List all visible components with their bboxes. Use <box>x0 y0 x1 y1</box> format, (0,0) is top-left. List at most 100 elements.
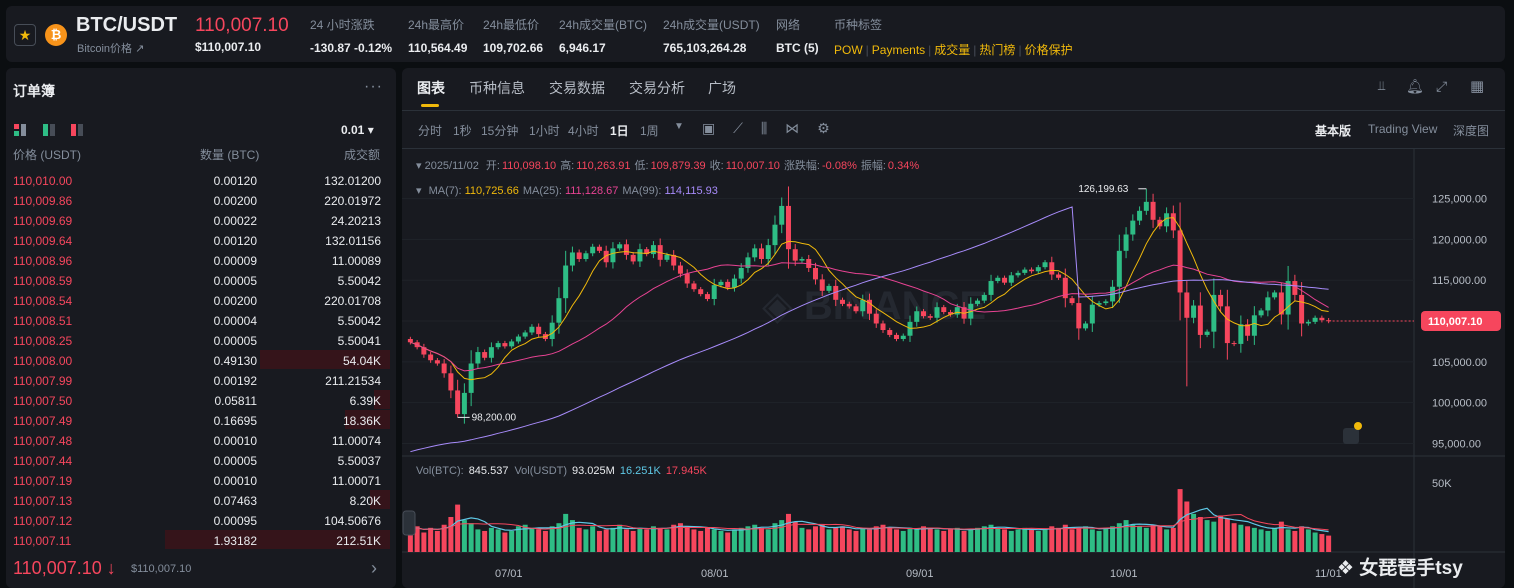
chart-panel: 图表 币种信息 交易数据 交易分析 广场 ⫫ 🔔︎ ⤢ ▦ 分时 1秒 15分钟 1小时 4小时… <box>402 68 1505 588</box>
tag-link[interactable]: 价格保护 <box>1024 43 1073 57</box>
price-chart[interactable]: 125,000.00120,000.00115,000.00110,000.00… <box>402 149 1505 588</box>
orderbook-row[interactable]: 110,010.00 0.00120 132.01200 <box>6 170 396 190</box>
orderbook-row[interactable]: 110,008.51 0.00004 5.50042 <box>6 310 396 330</box>
orderbook-row[interactable]: 110,007.12 0.00095 104.50676 <box>6 510 396 530</box>
candle-body <box>725 281 731 288</box>
tab-1[interactable]: 币种信息 <box>469 80 525 96</box>
volume-bar <box>515 526 521 552</box>
candle-body <box>1238 324 1244 344</box>
volume-bar <box>441 524 447 552</box>
volume-bar <box>846 529 852 552</box>
candle-icon[interactable]: ⫼ <box>760 120 768 136</box>
volume-bar <box>529 527 535 552</box>
candle-body <box>1184 292 1190 318</box>
orderbook-row[interactable]: 110,007.99 0.00192 211.21534 <box>6 370 396 390</box>
bell-icon[interactable]: 🔔︎ <box>1406 78 1424 94</box>
orderbook-row[interactable]: 110,007.48 0.00010 11.00074 <box>6 430 396 450</box>
depth-icon[interactable]: ⋈ <box>785 120 800 136</box>
tab-2[interactable]: 交易数据 <box>549 80 605 96</box>
chevron-right-icon[interactable]: › <box>371 558 377 578</box>
interval-1[interactable]: 1秒 <box>453 124 472 138</box>
ask-qty: 0.00010 <box>213 474 257 488</box>
candle-body <box>1319 317 1325 321</box>
volume-bar <box>758 527 764 552</box>
stat-0: 24 小时涨跌 -130.87 -0.12% <box>310 16 392 55</box>
orderbook-row[interactable]: 110,007.44 0.00005 5.50037 <box>6 450 396 470</box>
favorite-star-icon[interactable]: ★ <box>14 24 36 46</box>
orderbook-row[interactable]: 110,009.86 0.00200 220.01972 <box>6 190 396 210</box>
order-book: 订单簿 ··· 0.01 ▾ 价格 (USDT) 数量 (BTC) 成交额 11… <box>6 68 396 588</box>
view-0[interactable]: 基本版 <box>1315 124 1352 138</box>
current-price-text: 110,007.10 <box>1428 316 1482 328</box>
volume-bar <box>860 527 866 552</box>
candle-body <box>934 307 940 318</box>
ask-total: 5.50037 <box>337 454 381 468</box>
tab-4[interactable]: 广场 <box>708 80 736 96</box>
book-mode-both-icon[interactable] <box>14 124 26 136</box>
calendar-icon[interactable]: ▣ <box>702 120 716 136</box>
volume-bar <box>867 529 872 552</box>
interval-5[interactable]: 1日 <box>610 124 629 138</box>
ask-total: 11.00074 <box>331 434 381 448</box>
volume-bar <box>691 529 697 552</box>
ask-price: 110,007.99 <box>13 374 73 388</box>
tag-link[interactable]: 成交量 <box>934 43 971 57</box>
grid-layout-icon[interactable]: ▦ <box>1470 78 1485 95</box>
chart-note-icon[interactable] <box>1343 428 1359 444</box>
tab-3[interactable]: 交易分析 <box>629 80 685 96</box>
candle-body <box>1224 306 1230 344</box>
candle-body <box>1150 201 1156 220</box>
orderbook-row[interactable]: 110,007.19 0.00010 11.00071 <box>6 470 396 490</box>
orderbook-row[interactable]: 110,007.49 0.16695 18.36K <box>6 410 396 430</box>
interval-4[interactable]: 4小时 <box>568 124 599 138</box>
orderbook-row[interactable]: 110,007.11 1.93182 212.51K <box>6 530 396 550</box>
ask-qty: 0.49130 <box>213 354 257 368</box>
depth-bar <box>369 490 390 509</box>
volume-bar <box>1089 529 1095 552</box>
interval-2[interactable]: 15分钟 <box>481 124 519 138</box>
tag-link[interactable]: POW <box>834 43 863 57</box>
scroll-handle[interactable] <box>402 510 416 536</box>
line-chart-icon[interactable]: ⟋ <box>733 120 743 136</box>
orderbook-row[interactable]: 110,008.59 0.00005 5.50042 <box>6 270 396 290</box>
orderbook-row[interactable]: 110,009.64 0.00120 132.01156 <box>6 230 396 250</box>
precision-select[interactable]: 0.01 ▾ <box>341 123 374 137</box>
volume-bar <box>1096 530 1102 552</box>
book-mode-bids-icon[interactable] <box>43 124 55 136</box>
pair-title[interactable]: BTC/USDT <box>76 14 178 36</box>
interval-more-icon[interactable]: ▼ <box>674 121 684 132</box>
pair-subtitle-link[interactable]: Bitcoin价格 ↗ <box>77 43 145 55</box>
volume-bar <box>1116 523 1122 552</box>
orderbook-row[interactable]: 110,009.69 0.00022 24.20213 <box>6 210 396 230</box>
indicator-icon[interactable]: ⫫ <box>1378 78 1386 93</box>
orderbook-row[interactable]: 110,008.00 0.49130 54.04K <box>6 350 396 370</box>
volume-bar <box>414 526 420 552</box>
interval-3[interactable]: 1小时 <box>529 124 560 138</box>
interval-6[interactable]: 1周 <box>640 124 659 138</box>
ask-price: 110,008.54 <box>13 294 73 308</box>
candle-body <box>1137 210 1143 221</box>
book-mode-asks-icon[interactable] <box>71 124 83 136</box>
view-2[interactable]: 深度图 <box>1453 124 1490 138</box>
orderbook-row[interactable]: 110,008.96 0.00009 11.00089 <box>6 250 396 270</box>
orderbook-row[interactable]: 110,007.13 0.07463 8.20K <box>6 490 396 510</box>
orderbook-row[interactable]: 110,008.25 0.00005 5.50041 <box>6 330 396 350</box>
volume-bar <box>603 529 609 552</box>
fullscreen-icon[interactable]: ⤢ <box>1436 78 1448 94</box>
candle-body <box>1197 305 1203 335</box>
interval-0[interactable]: 分时 <box>418 124 443 138</box>
view-1[interactable]: Trading View <box>1368 122 1438 136</box>
tag-link[interactable]: 热门榜 <box>979 43 1016 57</box>
tag-link[interactable]: Payments <box>871 43 926 57</box>
orderbook-row[interactable]: 110,007.50 0.05811 6.39K <box>6 390 396 410</box>
settings-icon[interactable]: ⚙ <box>817 120 830 136</box>
tab-active-underline <box>421 104 439 107</box>
ask-qty: 0.00200 <box>213 194 257 208</box>
candle-body <box>1103 301 1109 304</box>
orderbook-row[interactable]: 110,008.54 0.00200 220.01708 <box>6 290 396 310</box>
volume-bar <box>1069 529 1075 552</box>
y-tick-label: 100,000.00 <box>1432 398 1487 410</box>
volume-bar <box>738 527 744 552</box>
more-icon[interactable]: ··· <box>364 78 383 95</box>
tab-0[interactable]: 图表 <box>417 80 445 96</box>
